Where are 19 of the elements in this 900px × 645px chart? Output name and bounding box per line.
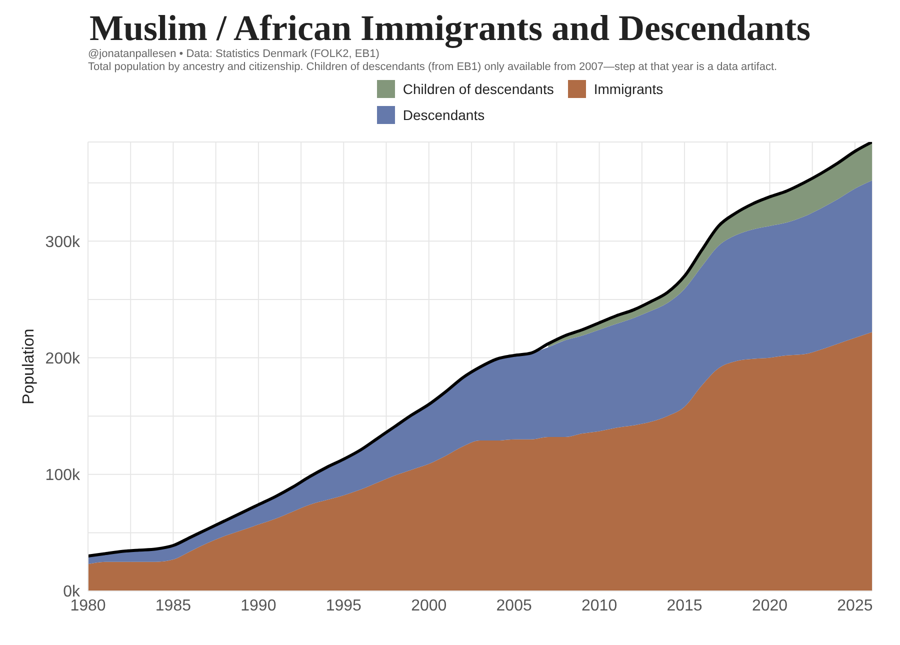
y-tick-label: 100k [45,467,81,484]
x-tick-label: 1985 [155,597,192,614]
y-tick-label: 200k [45,350,81,368]
legend-label: Immigrants [594,81,664,97]
legend-label: Children of descendants [402,81,554,97]
x-tick-label: 2005 [496,597,532,614]
y-tick-label: 300k [45,234,81,251]
x-tick-label: 2025 [837,597,873,614]
x-tick-label: 2000 [411,597,447,614]
x-tick-label: 2020 [752,597,788,614]
x-tick-label: 2010 [582,597,618,614]
y-axis-title: Population [20,328,38,404]
chart-subtitle: @jonatanpallesen • Data: Statistics Denmark (FOLK2, EB1) [88,48,380,61]
x-tick-label: 1990 [240,597,276,614]
x-tick-label: 1995 [326,597,362,614]
x-tick-label: 2015 [666,597,702,614]
legend-label: Descendants [402,107,485,123]
text: Total population by ancestry and citizenship. Children of descendants (from EB1) only available from 2007—step at that year is a data artifact. [88,61,778,74]
chart-title: Muslim / African Immigrants and Descendants [88,8,812,48]
